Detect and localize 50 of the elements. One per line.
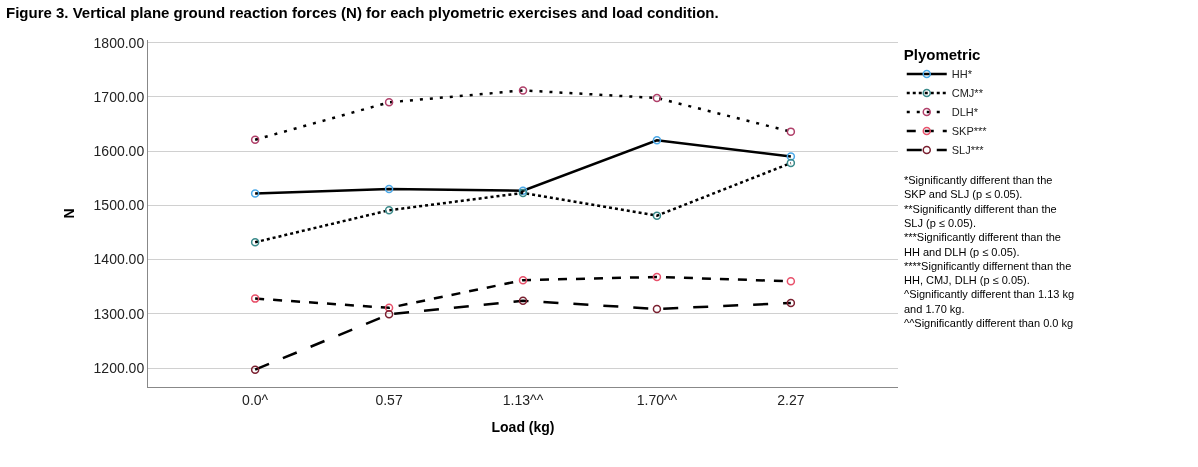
legend-label: HH*: [951, 68, 973, 81]
point: [652, 272, 662, 282]
y-tick-label: 1500.00: [93, 197, 145, 214]
text: ***Significantly different than the HH and DLH (p ≤ 0.05).: [904, 231, 1061, 258]
point: [250, 237, 260, 247]
y-axis-title: N: [61, 208, 78, 219]
legend-label: DLH*: [951, 106, 979, 119]
x-tick-label: 1.70^^: [636, 391, 678, 408]
point: [786, 158, 796, 168]
point: [786, 277, 796, 286]
y-tick-label: 1700.00: [93, 88, 145, 105]
text: ****Significantly differnent than the HH, CMJ, DLH (p ≤ 0.05).: [904, 259, 1072, 287]
point: [384, 310, 394, 319]
y-tick-label: 1300.00: [93, 305, 145, 322]
point: [652, 211, 662, 220]
point: [250, 189, 260, 198]
x-tick-label: 2.27: [777, 391, 805, 408]
point: [652, 304, 662, 314]
y-tick-label: 1400.00: [93, 251, 145, 268]
legend-label: CMJ**: [951, 87, 984, 100]
point: [384, 184, 394, 194]
y-tick-label: 1600.00: [93, 143, 145, 160]
x-tick-label: 1.13^^: [502, 391, 544, 408]
legend-label: SKP***: [951, 125, 988, 138]
y-tick-label: 1800.00: [93, 34, 145, 51]
x-tick-label: 0.0^: [242, 391, 269, 408]
chart-title: Figure 3. Vertical plane ground reaction forces (N) for each plyometric exercises and load condition.: [5, 3, 719, 21]
text: *Significantly different than the SKP and SLJ (p ≤ 0.05).: [904, 174, 1053, 201]
point: [384, 98, 394, 107]
point: [250, 365, 260, 374]
point: [250, 135, 260, 145]
point: [786, 127, 796, 136]
point: [518, 86, 528, 95]
x-axis-title: Load (kg): [491, 419, 555, 436]
legend-title: Plyometric: [903, 45, 981, 63]
point: [250, 294, 260, 303]
text: **Significantly different than the SLJ (p ≤ 0.05).: [904, 202, 1057, 229]
point: [652, 136, 662, 145]
point: [518, 275, 528, 285]
point: [384, 303, 394, 313]
point: [786, 152, 796, 161]
point: [384, 206, 394, 215]
y-tick-label: 1200.00: [93, 359, 145, 376]
text: ^^Significantly different than 0.0 kg: [904, 317, 1074, 329]
x-tick-label: 0.57: [375, 391, 403, 408]
point: [652, 93, 662, 103]
point: [786, 298, 796, 308]
point: [518, 296, 528, 306]
text: ^Significantly different than 1.13 kg and 1.70 kg.: [904, 288, 1075, 315]
legend-label: SLJ***: [951, 144, 985, 157]
